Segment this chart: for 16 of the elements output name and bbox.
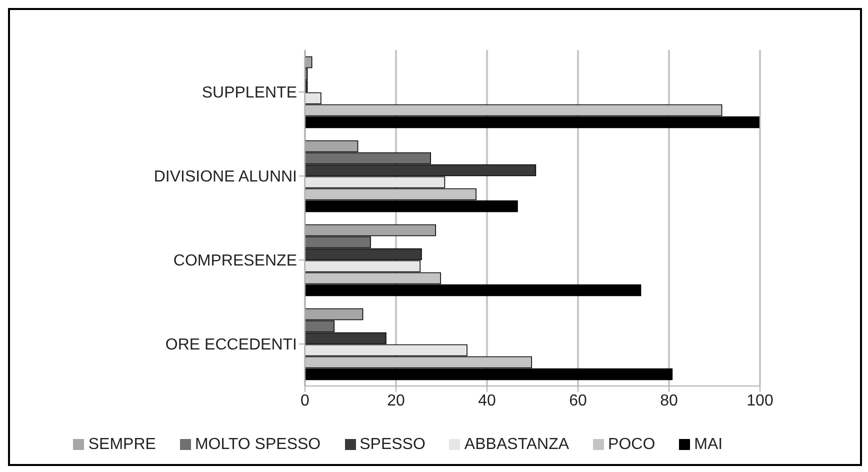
y-tick-label: ORE ECCEDENTI — [165, 336, 297, 354]
x-tick-label: 100 — [746, 392, 774, 410]
legend-label: ABBASTANZA — [464, 436, 570, 453]
x-tick-label: 0 — [300, 392, 310, 410]
x-tick-label: 20 — [387, 392, 405, 410]
legend-label: POCO — [608, 436, 656, 453]
y-tick-label: DIVISIONE ALUNNI — [154, 168, 297, 186]
legend-label: MOLTO SPESSO — [194, 436, 321, 453]
x-tick-label: 40 — [478, 392, 496, 410]
y-tick-label: SUPPLENTE — [202, 84, 297, 102]
legend-label: MAI — [694, 436, 723, 453]
legend-label: SEMPRE — [88, 436, 156, 453]
x-tick-label: 80 — [660, 392, 678, 410]
x-tick-label: 60 — [569, 392, 587, 410]
y-tick-label: COMPRESENZE — [173, 252, 297, 270]
legend-label: SPESSO — [360, 436, 426, 453]
